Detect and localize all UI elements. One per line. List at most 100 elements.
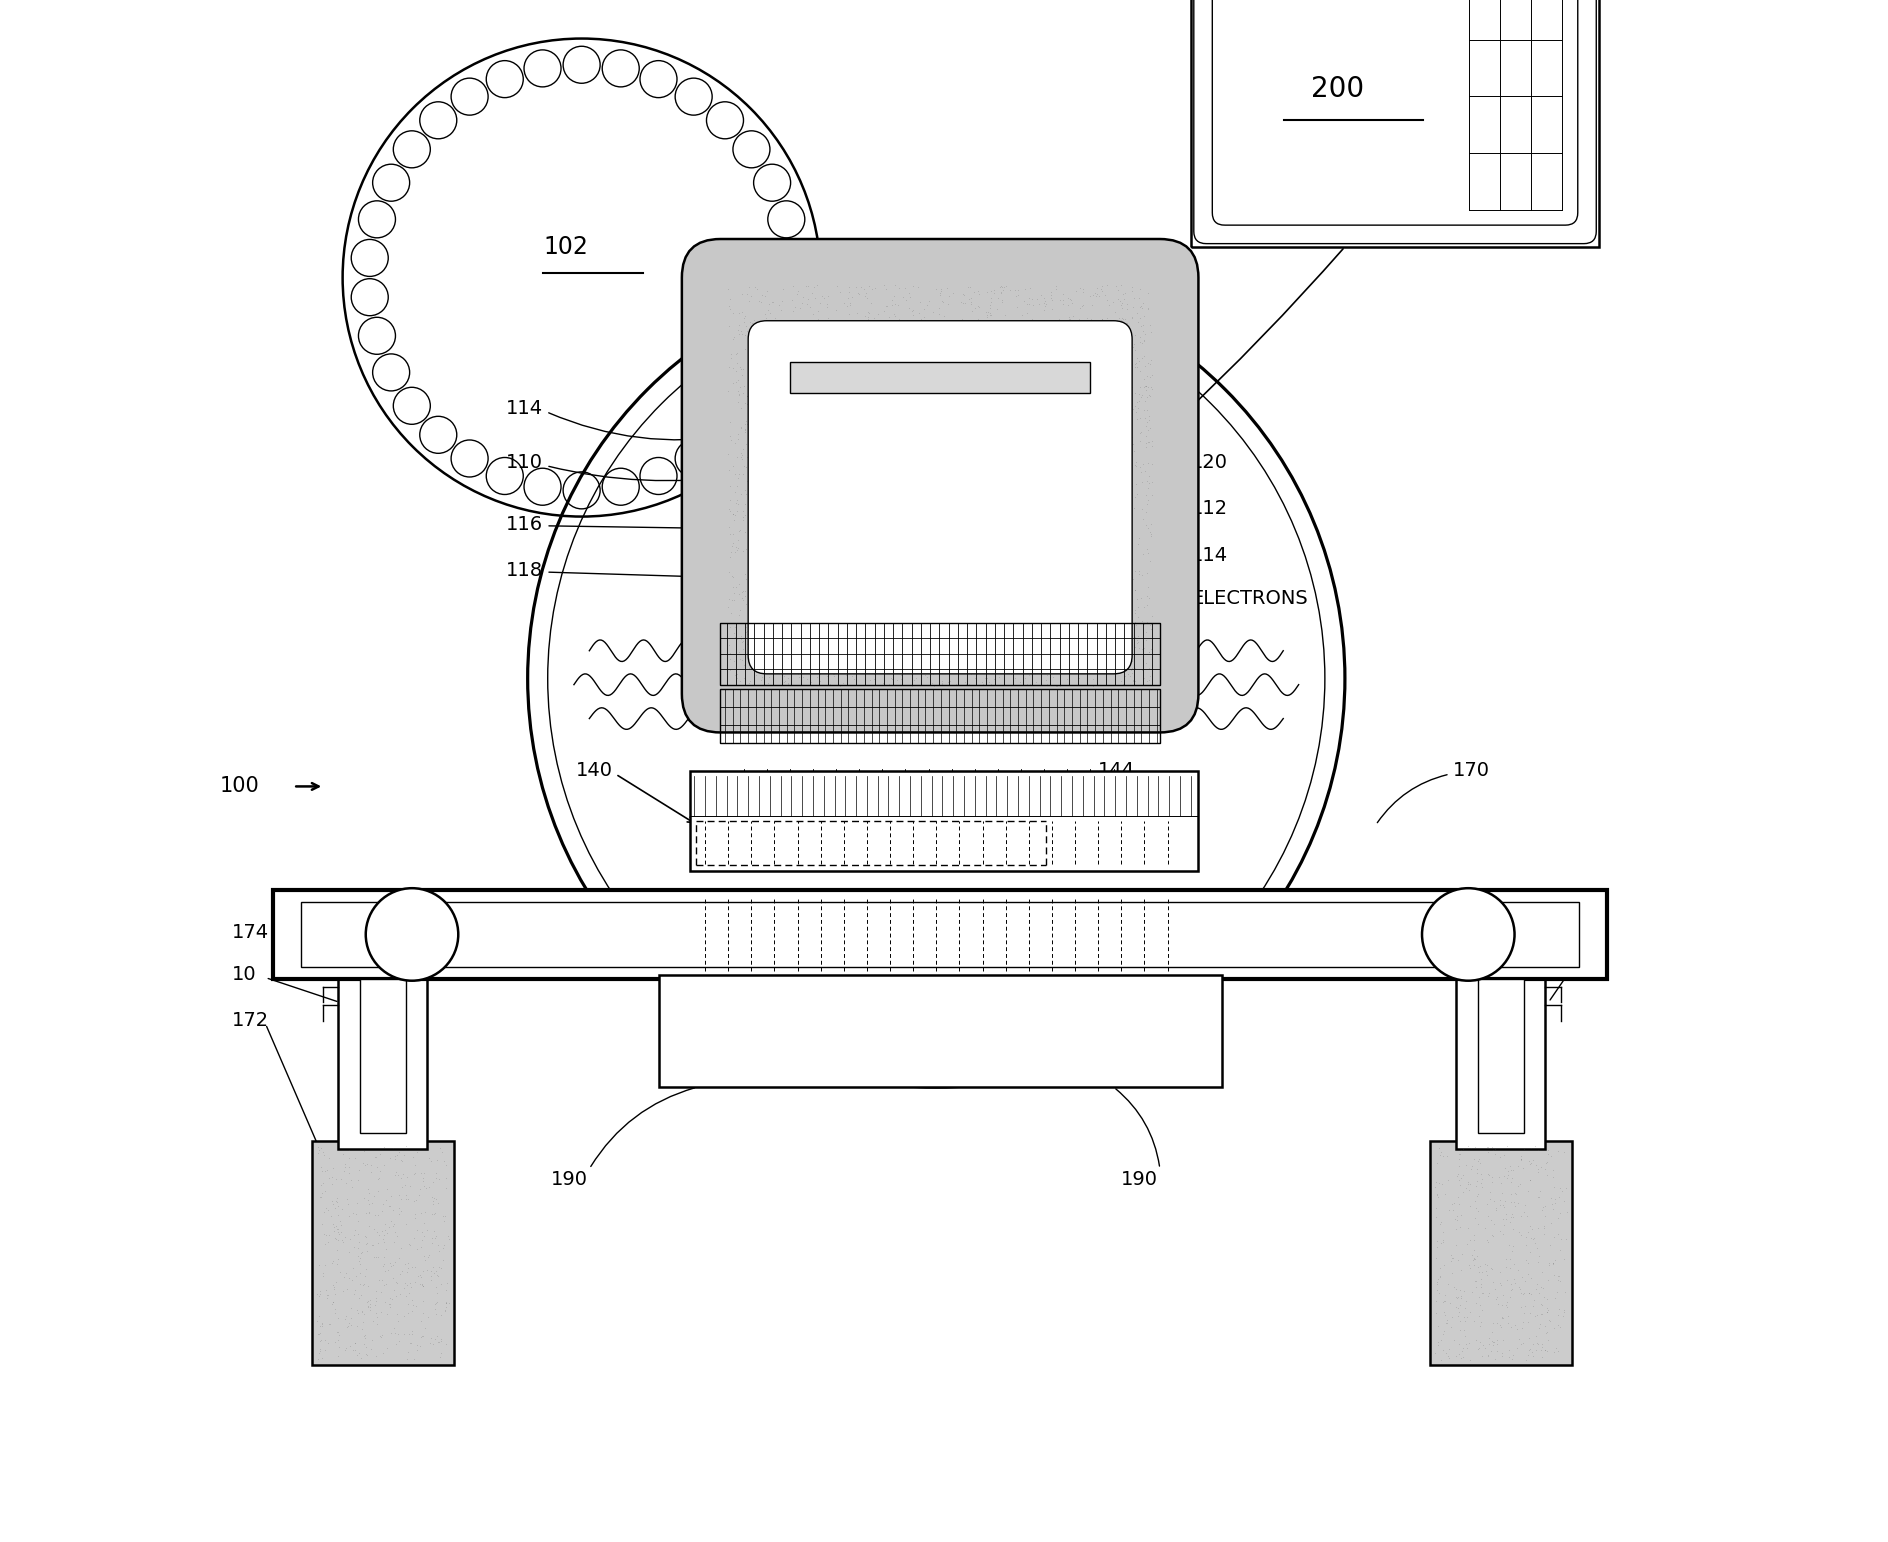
Point [816,672,846,697]
Point [846,552,876,577]
Point [1475,1180,1505,1204]
Point [395,1281,425,1306]
Point [744,288,774,313]
Point [923,452,953,476]
Point [755,301,785,325]
Point [910,540,940,564]
Point [999,569,1029,594]
Point [878,382,908,407]
Point [1507,1264,1537,1289]
Point [1016,517,1046,541]
Point [1478,1138,1509,1163]
Point [904,290,935,315]
Point [1018,390,1048,415]
Point [742,321,772,345]
Point [1012,455,1042,480]
Point [834,649,865,674]
Point [1061,387,1091,412]
Point [1467,1280,1497,1305]
Point [821,452,851,476]
Point [723,318,753,342]
Point [1069,281,1099,305]
Point [804,655,834,680]
Point [772,453,802,478]
Point [1004,407,1035,432]
Point [878,666,908,691]
Point [931,276,961,301]
Point [921,564,952,589]
Point [1052,604,1082,629]
Point [1473,1343,1503,1368]
Point [1446,1258,1476,1283]
Point [1021,591,1052,615]
Point [789,319,819,344]
Point [1035,543,1065,567]
Point [931,470,961,495]
Point [1095,460,1125,484]
Point [897,433,927,458]
Point [1539,1158,1569,1183]
Point [738,654,768,678]
Point [727,444,757,469]
Point [1031,472,1061,497]
Point [1078,674,1108,699]
Point [366,1268,396,1292]
Point [859,336,889,361]
Point [782,550,812,575]
Point [751,433,782,458]
Point [1125,328,1155,353]
Point [753,348,784,373]
Point [1539,1226,1569,1251]
Point [834,446,865,470]
Point [827,550,857,575]
Point [1108,503,1138,527]
Point [795,370,825,395]
Point [1133,561,1163,586]
Point [950,625,980,649]
Point [1101,530,1131,555]
Bar [789,362,1091,393]
Point [1080,406,1110,430]
Point [306,1337,336,1362]
Point [1001,284,1031,308]
Point [1037,561,1067,586]
Point [1422,1277,1452,1301]
Point [870,276,901,301]
Point [948,458,978,483]
Point [1116,332,1146,356]
Point [967,410,997,435]
Point [1025,433,1055,458]
Point [895,410,925,435]
Point [1099,409,1129,433]
Point [935,322,965,347]
Point [1067,507,1097,532]
Point [989,495,1020,520]
Point [753,524,784,549]
Point [889,344,919,369]
Point [961,577,991,601]
Point [736,657,767,682]
Point [953,515,984,540]
Point [980,620,1010,645]
Point [327,1212,357,1237]
Point [1099,643,1129,668]
Point [1127,497,1157,521]
Point [923,353,953,378]
Point [361,1278,391,1303]
Point [1033,382,1063,407]
Point [1110,663,1140,688]
Point [1120,438,1150,463]
Point [1069,638,1099,663]
Point [1104,478,1135,503]
Point [850,530,880,555]
Point [1065,621,1095,646]
Point [1131,483,1161,507]
Point [910,532,940,557]
Point [959,578,989,603]
Point [755,435,785,460]
Point [1131,594,1161,618]
Point [910,407,940,432]
Point [999,444,1029,469]
Point [1533,1138,1563,1163]
Point [874,436,904,461]
